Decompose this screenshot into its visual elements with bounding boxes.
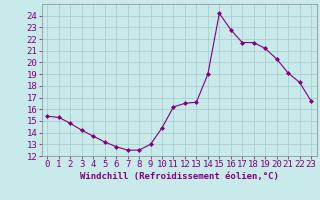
X-axis label: Windchill (Refroidissement éolien,°C): Windchill (Refroidissement éolien,°C) (80, 172, 279, 181)
